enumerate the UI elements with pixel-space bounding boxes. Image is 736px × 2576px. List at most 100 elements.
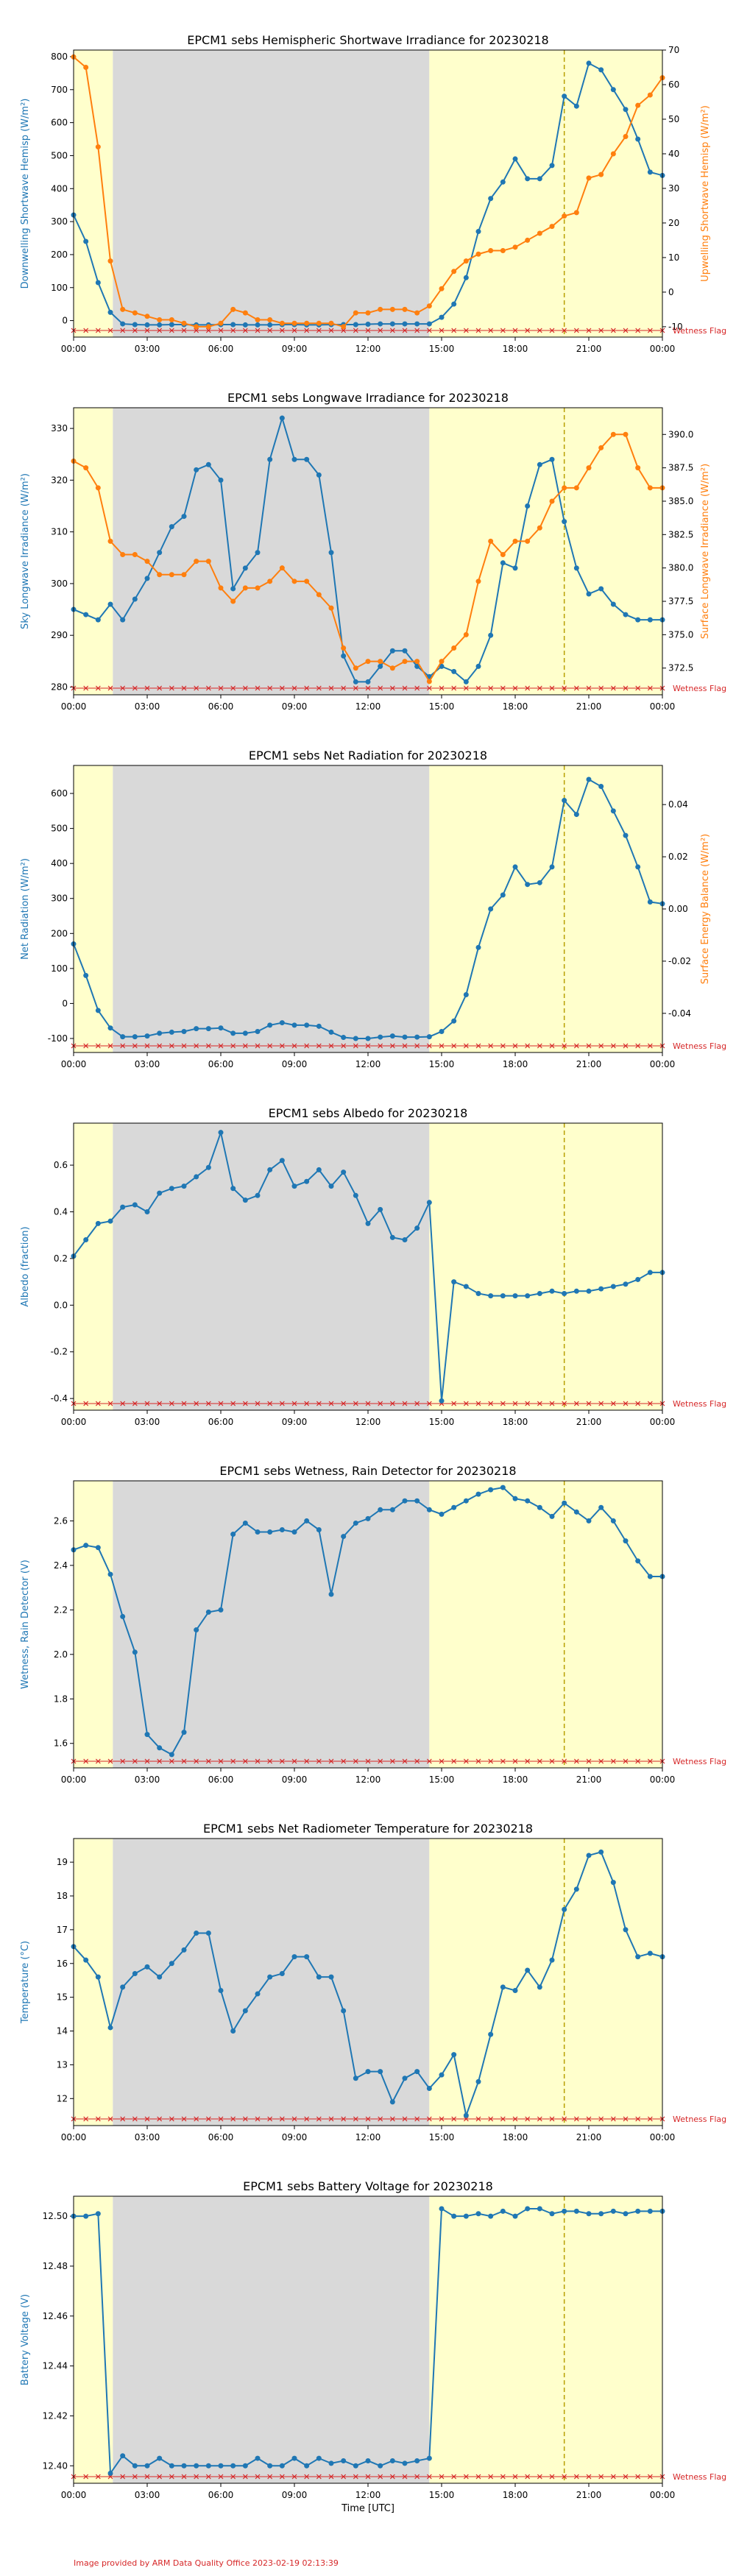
data-point <box>304 456 310 462</box>
night-shading <box>113 50 430 337</box>
wetness-flag-marker <box>549 2474 555 2480</box>
data-point <box>537 2206 542 2212</box>
data-point <box>500 560 506 566</box>
wetness-flag-marker <box>647 328 653 333</box>
wetness-flag-marker <box>255 328 261 333</box>
data-point <box>500 248 506 254</box>
data-point <box>218 320 224 326</box>
wetness-flag-marker <box>414 685 420 691</box>
wetness-flag-marker <box>586 2474 592 2480</box>
data-point <box>107 258 113 264</box>
day-shading-afternoon <box>429 50 662 337</box>
wetness-flag-marker <box>144 1758 150 1764</box>
data-point <box>230 1186 236 1192</box>
data-point <box>598 171 604 177</box>
data-point <box>132 1971 138 1977</box>
y2-tick-label: 70 <box>668 45 679 55</box>
data-point <box>378 306 383 312</box>
data-point <box>586 776 592 782</box>
data-point <box>389 665 395 671</box>
data-point <box>230 2028 236 2034</box>
x-tick-label: 03:00 <box>135 344 160 354</box>
data-point <box>267 1167 273 1172</box>
data-point <box>120 1204 126 1210</box>
day-shading-afternoon <box>429 765 662 1052</box>
data-point <box>169 1029 174 1035</box>
wetness-flag-marker <box>316 2474 322 2480</box>
data-point <box>205 1026 211 1032</box>
x-tick-label: 03:00 <box>135 701 160 712</box>
wetness-flag-marker <box>525 1043 531 1049</box>
data-point <box>230 2463 236 2469</box>
wetness-flag-marker <box>647 2474 653 2480</box>
y-tick-label: 0 <box>62 316 68 326</box>
data-point <box>549 498 555 504</box>
wetness-flag-marker <box>500 1758 506 1764</box>
wetness-flag-marker <box>573 685 579 691</box>
wetness-flag-marker <box>341 1401 347 1406</box>
y2-tick-label: 372.5 <box>668 663 693 673</box>
y-tick-label: 320 <box>51 475 68 485</box>
wetness-flag-marker <box>181 2474 187 2480</box>
wetness-flag-marker <box>267 2116 273 2122</box>
data-point <box>512 864 518 870</box>
data-point <box>218 477 224 483</box>
data-point <box>316 1974 322 1980</box>
data-point <box>635 2208 641 2214</box>
data-point <box>537 230 542 236</box>
wetness-flag-marker <box>169 2116 174 2122</box>
wetness-flag-marker <box>512 328 518 333</box>
data-point <box>414 1225 420 1231</box>
x-tick-label: 06:00 <box>208 2490 234 2500</box>
data-point <box>194 324 199 330</box>
wetness-flag-marker <box>328 328 334 333</box>
data-point <box>267 2463 273 2469</box>
wetness-flag-marker <box>573 1758 579 1764</box>
wetness-flag-marker <box>451 1043 457 1049</box>
data-point <box>205 1930 211 1936</box>
data-point <box>169 2463 174 2469</box>
data-point <box>230 1532 236 1538</box>
day-shading-morning <box>74 1839 113 2126</box>
data-point <box>242 1520 248 1526</box>
wetness-flag-marker <box>169 1758 174 1764</box>
x-tick-label: 03:00 <box>135 1774 160 1785</box>
data-point <box>218 2463 224 2469</box>
data-point <box>402 1237 408 1243</box>
wetness-flag-marker <box>586 1401 592 1406</box>
data-point <box>341 1035 347 1041</box>
y-tick-label: 400 <box>51 183 68 194</box>
wetness-flag-marker <box>120 1758 126 1764</box>
wetness-flag-marker <box>95 1043 101 1049</box>
data-point <box>132 1202 138 1208</box>
wetness-flag-marker <box>316 1401 322 1406</box>
footer-credit: Image provided by ARM Data Quality Offic… <box>74 2558 339 2568</box>
wetness-flag-marker <box>402 2116 408 2122</box>
data-point <box>144 1209 150 1214</box>
wetness-flag-marker <box>230 685 236 691</box>
y2-tick-label: 0 <box>668 287 674 297</box>
data-point <box>426 1034 432 1040</box>
x-tick-label: 00:00 <box>650 2490 676 2500</box>
wetness-flag-marker <box>144 2474 150 2480</box>
wetness-flag-marker <box>549 685 555 691</box>
data-point <box>439 2206 445 2212</box>
y-axis-label: Albedo (fraction) <box>20 1226 31 1306</box>
data-point <box>230 598 236 604</box>
data-point <box>623 1281 629 1287</box>
x-tick-label: 21:00 <box>576 344 602 354</box>
data-point <box>623 107 629 113</box>
y-tick-label: 17 <box>57 1925 68 1935</box>
data-point <box>328 1974 334 1980</box>
data-point <box>500 2208 506 2214</box>
wetness-flag-marker <box>402 1758 408 1764</box>
data-point <box>389 1507 395 1512</box>
wetness-flag-marker <box>242 1401 248 1406</box>
wetness-flag-marker <box>463 1401 469 1406</box>
data-point <box>512 1987 518 1993</box>
wetness-flag-marker <box>426 328 432 333</box>
data-point <box>635 1558 641 1564</box>
data-point <box>512 2213 518 2219</box>
data-point <box>389 2458 395 2463</box>
wetness-flag-marker <box>402 328 408 333</box>
